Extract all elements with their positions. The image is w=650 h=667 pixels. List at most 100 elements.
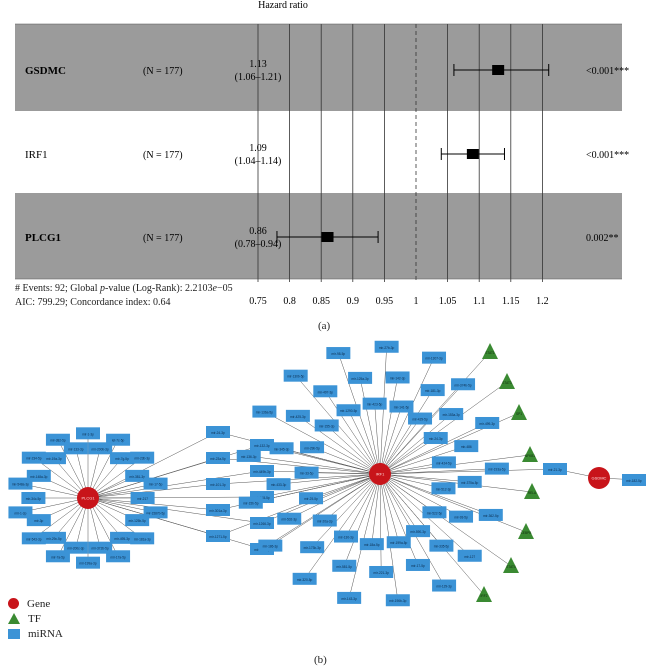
- mirna-label: mir-25-5p: [304, 497, 318, 501]
- mirna-box: [110, 531, 135, 544]
- mirna-box: [63, 442, 88, 455]
- mirna-node: mir-29b-5p: [300, 441, 325, 454]
- mirna-label: mir-186-3p: [263, 545, 279, 549]
- mirna-node: mir-502-3p: [277, 512, 302, 525]
- tf-triangle: [503, 557, 519, 573]
- network-edge: [217, 473, 381, 537]
- mirna-label: mir-23b-3p: [134, 457, 150, 461]
- mirna-box: [326, 347, 351, 360]
- network-edge: [379, 351, 491, 475]
- mirna-label: mir-1307-3p: [425, 357, 442, 361]
- mirna-label: mir-424-5p: [436, 461, 452, 465]
- mirna-node: mir-372b-5p: [88, 541, 113, 554]
- network-edge: [379, 413, 452, 475]
- row-n: (N = 177): [143, 233, 183, 244]
- tf-label: CEBPB: [521, 531, 532, 535]
- mirna-box: [420, 384, 445, 397]
- network-edge: [324, 473, 381, 521]
- mirna-box: [41, 531, 66, 544]
- network-edge: [374, 403, 381, 475]
- mirna-label: mir-24-3p: [429, 437, 443, 441]
- mirna-node: mir-34c-5p: [21, 492, 46, 504]
- row-ci: (0.78–0.94): [235, 239, 282, 250]
- network-edge: [261, 470, 381, 475]
- mirna-label: mir-125a-3p: [352, 377, 369, 381]
- network-edge: [379, 473, 470, 556]
- footnote-e-italic: e: [212, 283, 217, 294]
- tf-label: STAT3: [502, 381, 512, 385]
- x-tick-label: 0.8: [283, 296, 296, 307]
- x-tick-label: 1: [414, 296, 419, 307]
- mirna-box: [431, 456, 456, 469]
- mirna-node: mir-130-3p: [334, 530, 359, 543]
- mirna-box: [21, 492, 46, 504]
- mirna-box: [449, 510, 474, 523]
- network-edge: [379, 473, 399, 543]
- network-edge: [87, 457, 143, 499]
- mirna-box: [125, 469, 150, 482]
- mirna-node: mir-1587b-5p: [143, 506, 168, 519]
- mirna-box: [385, 594, 410, 607]
- network-edge: [75, 448, 89, 499]
- mirna-label: mir-23a-5p: [210, 457, 226, 461]
- mirna-node: mir-495-3p: [110, 531, 135, 544]
- mirna-node: mir-21-3p: [543, 463, 567, 475]
- footnote-p-italic: p: [100, 283, 105, 294]
- mirna-box: [454, 440, 479, 453]
- mirna-box: [250, 439, 274, 451]
- mirna-node: mir-132-3p: [250, 439, 274, 451]
- mirna-node: mir-581-5p: [332, 559, 357, 572]
- mirna-node: mir-181a-3p: [130, 532, 155, 545]
- mirna-node: mir-486: [454, 440, 479, 453]
- network-edge: [87, 497, 123, 539]
- footnote-events-text: # Events: 92; Global: [15, 283, 100, 294]
- mirna-node: mir-381-3p: [125, 469, 150, 482]
- mirna-box: [250, 465, 274, 477]
- mirna-label: mir-182-5p: [626, 479, 642, 483]
- mirna-label: mir-522-5p: [427, 511, 443, 515]
- network-edge: [270, 473, 381, 546]
- mirna-label: mir-155-3p: [319, 424, 335, 428]
- mirna-node: mir-125a-3p: [348, 371, 373, 384]
- gene-circle: [77, 487, 99, 509]
- footnote-pvalue-text: -value (Log-Rank): 2.2103: [105, 283, 213, 294]
- mirna-label: mir-93-5p: [454, 516, 468, 520]
- mirna-node: mir-429-5p: [408, 412, 433, 425]
- row-pvalue: <0.001***: [586, 150, 629, 161]
- network-edge: [359, 377, 381, 475]
- network-legend: Gene TF miRNA: [8, 596, 63, 641]
- mirna-node: mir-320-5p: [292, 572, 317, 585]
- footnote-exponent: −05: [216, 283, 233, 294]
- tf-label: NFKB1: [525, 454, 536, 458]
- mirna-node: mir-335-5p: [429, 539, 454, 552]
- mirna-node: mir-1-3p: [8, 506, 33, 519]
- mirna-node: mir-590-3p: [406, 525, 431, 538]
- mirna-label: mir-7g-5p: [115, 457, 129, 461]
- mirna-label: mir-1587b-5p: [146, 511, 165, 515]
- network-edge: [379, 422, 488, 475]
- mirna-label: mir-130b-5p: [287, 375, 304, 379]
- network-edge: [87, 497, 143, 539]
- network-edge: [379, 473, 470, 483]
- mirna-label: mir-33-5p: [300, 472, 314, 476]
- row-pvalue: <0.001***: [586, 66, 629, 77]
- mirna-box: [622, 474, 646, 486]
- mirna-label: mir-199a-3p: [79, 562, 96, 566]
- network-edge: [379, 473, 462, 517]
- network-edge: [248, 455, 381, 475]
- mirna-node: mir-433-3p: [266, 478, 291, 491]
- mirna-box: [76, 427, 100, 440]
- mirna-box: [206, 426, 230, 438]
- mirna-label: mir-429-5p: [412, 418, 428, 422]
- network-edge: [261, 473, 381, 524]
- mirna-label: mir-136a-5p: [256, 411, 273, 415]
- mirna-node: mir-455-3p: [250, 543, 274, 555]
- x-tick-label: 1.05: [439, 296, 457, 307]
- network-edge: [87, 448, 101, 499]
- mirna-box: [283, 369, 308, 382]
- network-edge: [87, 497, 263, 550]
- mirna-node: mir-1266-3p: [250, 517, 274, 529]
- network-edge: [348, 410, 381, 475]
- network-edge: [598, 477, 641, 481]
- network-edge: [379, 473, 399, 601]
